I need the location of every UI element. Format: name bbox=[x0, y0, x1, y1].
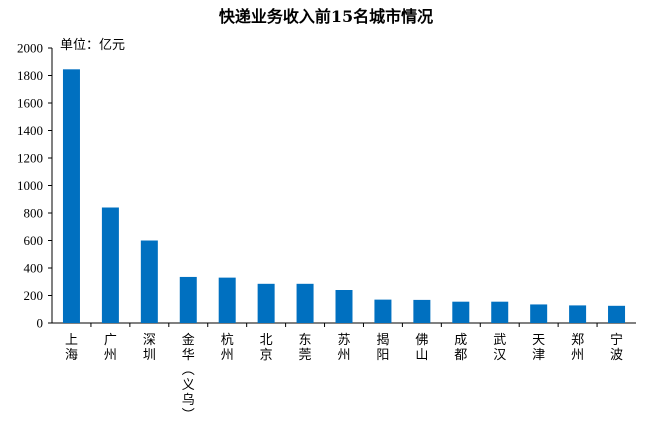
y-tick-label: 200 bbox=[24, 288, 44, 303]
bar bbox=[452, 301, 470, 323]
y-tick-label: 400 bbox=[24, 261, 44, 276]
y-tick-label: 800 bbox=[24, 206, 44, 221]
bar bbox=[608, 305, 626, 323]
x-category-label: 上海 bbox=[65, 333, 78, 363]
y-tick-label: 1400 bbox=[17, 123, 43, 138]
y-axis-ticks: 0 200 400 600 800 1000 1200 1400 1600 1800 2000 bbox=[17, 41, 52, 331]
x-category-label: 杭州 bbox=[221, 333, 234, 363]
bar bbox=[569, 305, 587, 323]
y-tick-label: 1200 bbox=[17, 151, 43, 166]
bar bbox=[218, 277, 236, 323]
bar bbox=[374, 299, 392, 323]
x-category-label: 天津 bbox=[532, 333, 545, 363]
bar bbox=[491, 301, 509, 323]
x-category-label: 东莞 bbox=[299, 333, 312, 363]
x-category-label: 成都 bbox=[454, 333, 467, 363]
x-category-label: 佛山 bbox=[415, 333, 428, 363]
y-tick-label: 1000 bbox=[17, 178, 43, 193]
chart-title: 快递业务收入前15名城市情况 bbox=[219, 7, 433, 26]
y-tick-label: 2000 bbox=[17, 41, 43, 56]
bar bbox=[257, 283, 275, 323]
y-tick-label: 1800 bbox=[17, 68, 43, 83]
x-category-label: 北京 bbox=[260, 333, 273, 363]
bar bbox=[62, 69, 80, 323]
x-category-label: 宁波 bbox=[610, 332, 623, 363]
x-category-label: 苏州 bbox=[337, 332, 350, 363]
axes bbox=[51, 48, 636, 327]
bar bbox=[296, 283, 314, 323]
bar bbox=[413, 299, 431, 323]
bars bbox=[62, 69, 626, 323]
x-category-label: 金华︵义乌︶ bbox=[182, 332, 195, 423]
y-tick-label: 0 bbox=[37, 316, 44, 331]
y-tick-label: 1600 bbox=[17, 96, 43, 111]
x-category-label: 广州 bbox=[104, 333, 117, 363]
x-category-label: 郑州 bbox=[571, 333, 584, 363]
x-category-label: 深圳 bbox=[143, 333, 156, 363]
bar bbox=[179, 276, 197, 323]
unit-label: 单位：亿元 bbox=[60, 38, 125, 53]
bar bbox=[140, 240, 158, 323]
x-category-label: 武汉 bbox=[493, 333, 506, 363]
y-tick-label: 600 bbox=[24, 233, 44, 248]
bar bbox=[335, 290, 353, 323]
bar bbox=[530, 304, 548, 323]
x-category-label: 揭阳 bbox=[376, 333, 389, 363]
bar bbox=[101, 207, 119, 323]
